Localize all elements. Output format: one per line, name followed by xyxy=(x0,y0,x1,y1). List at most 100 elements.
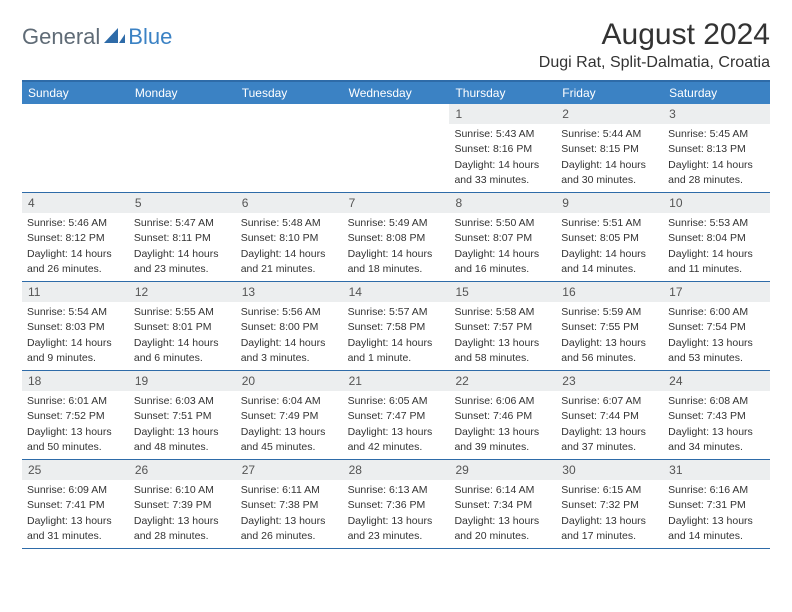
day-cell: 8Sunrise: 5:50 AMSunset: 8:07 PMDaylight… xyxy=(449,193,556,281)
day-body: Sunrise: 5:58 AMSunset: 7:57 PMDaylight:… xyxy=(449,305,556,365)
day-d1: Daylight: 13 hours xyxy=(561,514,658,528)
day-cell: 12Sunrise: 5:55 AMSunset: 8:01 PMDayligh… xyxy=(129,282,236,370)
week-row: 11Sunrise: 5:54 AMSunset: 8:03 PMDayligh… xyxy=(22,282,770,371)
day-number: 20 xyxy=(236,371,343,391)
day-body: Sunrise: 5:43 AMSunset: 8:16 PMDaylight:… xyxy=(449,127,556,187)
day-sr: Sunrise: 5:57 AM xyxy=(348,305,445,319)
day-d2: and 20 minutes. xyxy=(454,529,551,543)
day-number: 6 xyxy=(236,193,343,213)
day-number: 3 xyxy=(663,104,770,124)
day-d1: Daylight: 13 hours xyxy=(241,425,338,439)
day-ss: Sunset: 8:05 PM xyxy=(561,231,658,245)
day-d2: and 31 minutes. xyxy=(27,529,124,543)
day-d2: and 53 minutes. xyxy=(668,351,765,365)
day-number: 13 xyxy=(236,282,343,302)
day-cell: 11Sunrise: 5:54 AMSunset: 8:03 PMDayligh… xyxy=(22,282,129,370)
day-number: 19 xyxy=(129,371,236,391)
day-sr: Sunrise: 5:43 AM xyxy=(454,127,551,141)
day-number: 16 xyxy=(556,282,663,302)
day-cell: 1 Sunrise: 5:43 AMSunset: 8:16 PMDaylight… xyxy=(449,104,556,192)
month-title: August 2024 xyxy=(539,18,770,52)
dow-cell: Thursday xyxy=(449,82,556,104)
day-body: Sunrise: 6:09 AMSunset: 7:41 PMDaylight:… xyxy=(22,483,129,543)
day-sr: Sunrise: 6:03 AM xyxy=(134,394,231,408)
day-cell: 13 Sunrise: 5:56 AMSunset: 8:00 PMDayligh… xyxy=(236,282,343,370)
calendar: SundayMondayTuesdayWednesdayThursdayFrid… xyxy=(22,80,770,549)
day-d1: Daylight: 14 hours xyxy=(668,247,765,261)
day-d2: and 6 minutes. xyxy=(134,351,231,365)
day-ss: Sunset: 8:11 PM xyxy=(134,231,231,245)
day-number: 14 xyxy=(343,282,450,302)
day-sr: Sunrise: 6:16 AM xyxy=(668,483,765,497)
day-sr: Sunrise: 5:59 AM xyxy=(561,305,658,319)
day-cell xyxy=(129,104,236,192)
day-cell: 22Sunrise: 6:06 AMSunset: 7:46 PMDayligh… xyxy=(449,371,556,459)
day-ss: Sunset: 7:36 PM xyxy=(348,498,445,512)
day-d2: and 56 minutes. xyxy=(561,351,658,365)
day-cell: 15Sunrise: 5:58 AMSunset: 7:57 PMDayligh… xyxy=(449,282,556,370)
day-ss: Sunset: 7:38 PM xyxy=(241,498,338,512)
dow-cell: Tuesday xyxy=(236,82,343,104)
week-row: 1 Sunrise: 5:43 AMSunset: 8:16 PMDaylight… xyxy=(22,104,770,193)
day-body: Sunrise: 5:56 AMSunset: 8:00 PMDaylight:… xyxy=(236,305,343,365)
day-body: Sunrise: 5:54 AMSunset: 8:03 PMDaylight:… xyxy=(22,305,129,365)
day-sr: Sunrise: 6:09 AM xyxy=(27,483,124,497)
day-ss: Sunset: 7:34 PM xyxy=(454,498,551,512)
logo-text-blue: Blue xyxy=(128,24,172,50)
day-d1: Daylight: 14 hours xyxy=(561,247,658,261)
day-ss: Sunset: 7:54 PM xyxy=(668,320,765,334)
day-d2: and 16 minutes. xyxy=(454,262,551,276)
day-ss: Sunset: 7:41 PM xyxy=(27,498,124,512)
day-ss: Sunset: 7:58 PM xyxy=(348,320,445,334)
week-row: 4Sunrise: 5:46 AMSunset: 8:12 PMDaylight… xyxy=(22,193,770,282)
day-sr: Sunrise: 6:11 AM xyxy=(241,483,338,497)
day-sr: Sunrise: 5:55 AM xyxy=(134,305,231,319)
day-number: 2 xyxy=(556,104,663,124)
day-sr: Sunrise: 5:58 AM xyxy=(454,305,551,319)
day-cell xyxy=(343,104,450,192)
day-d1: Daylight: 13 hours xyxy=(454,336,551,350)
day-number: 1 xyxy=(449,104,556,124)
day-number: 23 xyxy=(556,371,663,391)
day-cell: 2Sunrise: 5:44 AMSunset: 8:15 PMDaylight… xyxy=(556,104,663,192)
day-body: Sunrise: 6:07 AMSunset: 7:44 PMDaylight:… xyxy=(556,394,663,454)
day-d1: Daylight: 13 hours xyxy=(134,514,231,528)
day-ss: Sunset: 7:46 PM xyxy=(454,409,551,423)
day-number: 22 xyxy=(449,371,556,391)
day-d2: and 50 minutes. xyxy=(27,440,124,454)
dow-cell: Sunday xyxy=(22,82,129,104)
day-d1: Daylight: 14 hours xyxy=(454,247,551,261)
day-cell: 23 Sunrise: 6:07 AMSunset: 7:44 PMDayligh… xyxy=(556,371,663,459)
day-sr: Sunrise: 5:51 AM xyxy=(561,216,658,230)
day-d2: and 14 minutes. xyxy=(561,262,658,276)
day-sr: Sunrise: 5:47 AM xyxy=(134,216,231,230)
day-sr: Sunrise: 6:04 AM xyxy=(241,394,338,408)
logo-text-general: General xyxy=(22,24,100,50)
day-d1: Daylight: 13 hours xyxy=(668,336,765,350)
day-body: Sunrise: 5:51 AMSunset: 8:05 PM Daylight:… xyxy=(556,216,663,276)
dow-row: SundayMondayTuesdayWednesdayThursdayFrid… xyxy=(22,82,770,104)
day-d1: Daylight: 13 hours xyxy=(454,514,551,528)
day-cell: 9Sunrise: 5:51 AMSunset: 8:05 PMDaylight… xyxy=(556,193,663,281)
day-number: 7 xyxy=(343,193,450,213)
day-body: Sunrise: 6:15 AMSunset: 7:32 PMDaylight:… xyxy=(556,483,663,543)
day-cell: 25Sunrise: 6:09 AMSunset: 7:41 PMDayligh… xyxy=(22,460,129,548)
day-d2: and 14 minutes. xyxy=(668,529,765,543)
day-body: Sunrise: 6:03 AMSunset: 7:51 PMDaylight:… xyxy=(129,394,236,454)
day-number: 26 xyxy=(129,460,236,480)
day-d2: and 18 minutes. xyxy=(348,262,445,276)
day-d2: and 34 minutes. xyxy=(668,440,765,454)
day-cell: 26 Sunrise: 6:10 AMSunset: 7:39 PMDayligh… xyxy=(129,460,236,548)
day-body: Sunrise: 5:47 AMSunset: 8:11 PMDaylight:… xyxy=(129,216,236,276)
day-body: Sunrise: 6:10 AMSunset: 7:39 PMDaylight:… xyxy=(129,483,236,543)
day-cell: 17Sunrise: 6:00 AMSunset: 7:54 PMDayligh… xyxy=(663,282,770,370)
day-d2: and 45 minutes. xyxy=(241,440,338,454)
day-number: 28 xyxy=(343,460,450,480)
day-number: 5 xyxy=(129,193,236,213)
day-body: Sunrise: 6:01 AMSunset: 7:52 PMDaylight:… xyxy=(22,394,129,454)
day-sr: Sunrise: 5:44 AM xyxy=(561,127,658,141)
day-d1: Daylight: 14 hours xyxy=(241,247,338,261)
day-cell: 21Sunrise: 6:05 AMSunset: 7:47 PMDayligh… xyxy=(343,371,450,459)
day-body: Sunrise: 6:13 AMSunset: 7:36 PMDaylight:… xyxy=(343,483,450,543)
day-d1: Daylight: 13 hours xyxy=(27,425,124,439)
